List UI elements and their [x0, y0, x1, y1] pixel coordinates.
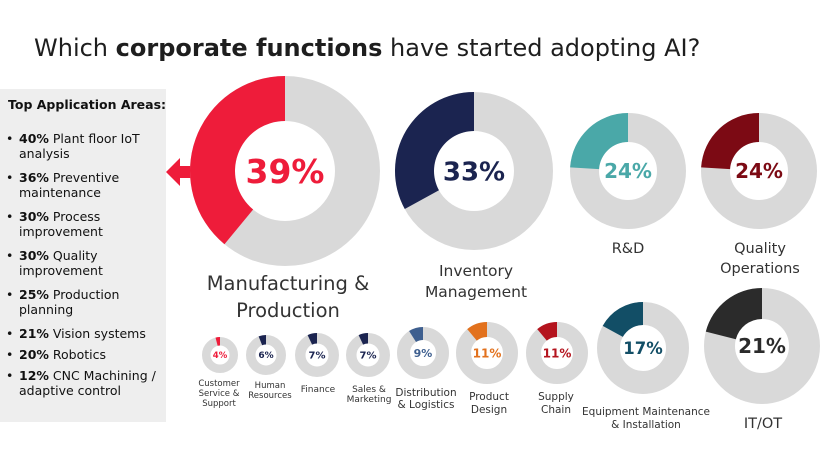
donut-segment — [395, 92, 474, 210]
data-label: 6% — [258, 351, 273, 361]
page-title: Which corporate functions have started a… — [34, 34, 701, 62]
application-areas-panel: Top Application Areas: 40% Plant floor I… — [0, 89, 166, 422]
data-label: 7% — [309, 351, 326, 362]
category-label: Manufacturing & — [207, 272, 370, 295]
category-label: Resources — [248, 391, 292, 401]
category-label: Product — [469, 391, 509, 403]
donut-segment — [409, 327, 423, 343]
donut-inventory-management: 33% Inventory Management — [395, 92, 553, 301]
donut-segment — [570, 113, 628, 170]
category-label: Equipment Maintenance — [582, 406, 710, 418]
category-label: Support — [202, 399, 236, 409]
donut-segment — [467, 322, 487, 341]
list-item: 30% Process improvement — [6, 209, 166, 248]
application-areas-list: 40% Plant floor IoT analysis 36% Prevent… — [6, 131, 166, 398]
data-label: 11% — [543, 346, 572, 360]
category-label: Sales & — [352, 385, 386, 395]
donut-segment — [358, 333, 368, 345]
category-label: Distribution — [395, 387, 456, 399]
donut-equipment-maintenance-and-installation: 17% Equipment Maintenance& Installation — [582, 302, 710, 431]
category-label: Supply — [538, 391, 574, 403]
category-label: & Logistics — [398, 399, 455, 411]
list-item: 21% Vision systems — [6, 326, 166, 347]
category-label: Design — [471, 404, 507, 416]
data-label: 7% — [360, 351, 377, 362]
list-item: 40% Plant floor IoT analysis — [6, 131, 166, 170]
category-label: & Installation — [611, 419, 681, 431]
data-label: 24% — [604, 159, 652, 183]
category-label: Inventory — [439, 262, 513, 280]
donut-segment — [307, 333, 317, 345]
list-item: 30% Quality improvement — [6, 248, 166, 287]
data-label: 11% — [473, 346, 502, 360]
data-label: 9% — [414, 347, 433, 360]
donut-randd: 24% R&D — [570, 113, 686, 257]
donut-it-ot: 21% IT/OT — [704, 288, 820, 432]
category-label: Finance — [301, 385, 336, 395]
data-label: 24% — [735, 159, 783, 183]
list-item: 12% CNC Machining / adaptive control — [6, 368, 166, 398]
data-label: 33% — [443, 157, 505, 187]
category-label: Marketing — [347, 395, 392, 405]
category-label: Service & — [199, 389, 240, 399]
list-item: 25% Production planning — [6, 287, 166, 326]
donut-segment — [215, 337, 220, 346]
donut-segment — [189, 76, 285, 245]
category-label: Human — [255, 381, 286, 391]
list-item: 20% Robotics — [6, 347, 166, 368]
donut-segment — [705, 288, 762, 340]
category-label: Chain — [541, 404, 571, 416]
category-label: Customer — [198, 379, 240, 389]
data-label: 17% — [623, 339, 663, 358]
category-label: Production — [236, 299, 340, 322]
list-item: 36% Preventive maintenance — [6, 170, 166, 209]
donut-quality-operations: 24% Quality Operations — [701, 113, 817, 277]
category-label: Quality — [734, 241, 786, 257]
donut-sales-and-marketing: 7% Sales &Marketing — [346, 333, 392, 405]
donut-manufacturing-and-production: 39% Manufacturing & Production — [189, 76, 380, 322]
panel-heading: Top Application Areas: — [8, 97, 167, 112]
data-label: 21% — [738, 334, 786, 358]
donut-segment — [537, 322, 557, 341]
donut-distribution-and-logistics: 9% Distribution& Logistics — [395, 327, 457, 411]
category-label: IT/OT — [744, 416, 782, 432]
pointer-arrow-icon — [166, 158, 196, 186]
donut-finance: 7% Finance — [295, 333, 339, 395]
category-label: Operations — [720, 261, 800, 277]
category-label: Management — [425, 283, 527, 301]
category-label: R&D — [612, 241, 645, 257]
data-label: 4% — [213, 351, 228, 361]
donut-segment — [701, 113, 759, 170]
donut-segment — [602, 302, 643, 337]
donut-segment — [258, 335, 266, 346]
data-label: 39% — [246, 152, 325, 191]
